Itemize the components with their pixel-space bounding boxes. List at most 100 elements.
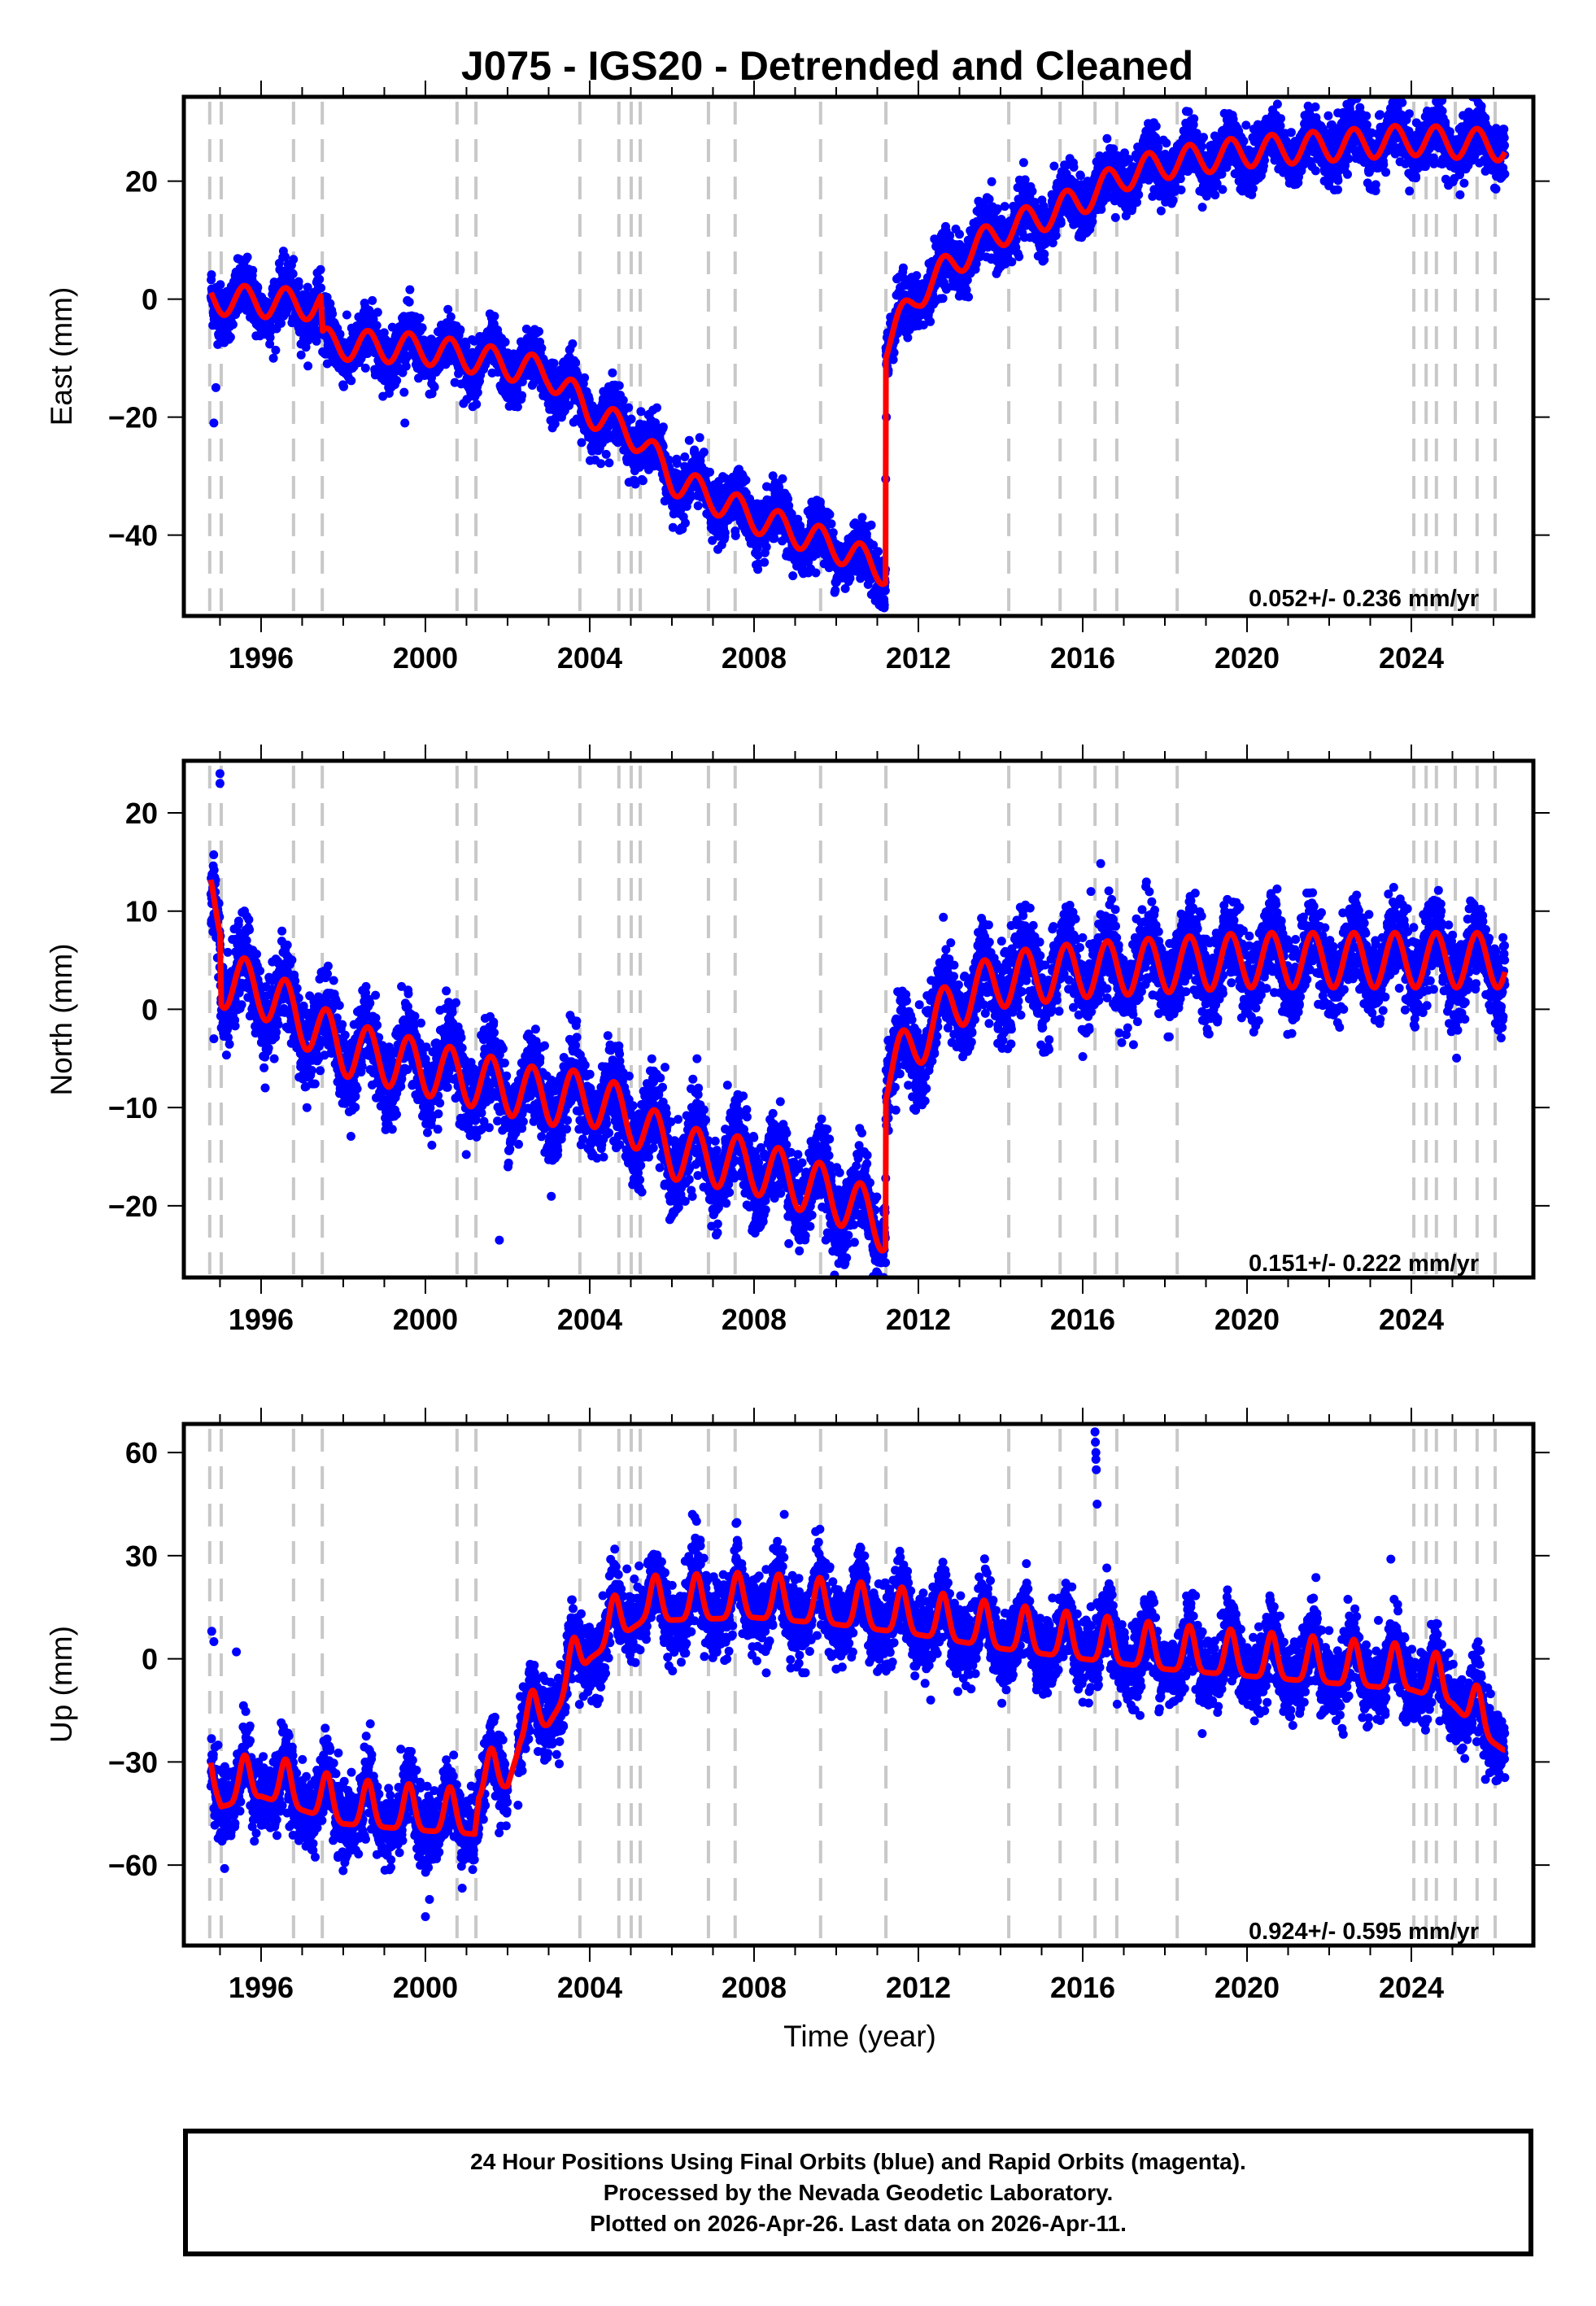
data-point <box>626 414 636 424</box>
data-point <box>289 255 299 264</box>
data-point <box>571 358 581 368</box>
data-point <box>500 337 510 347</box>
data-point <box>652 403 661 413</box>
data-point <box>760 557 770 567</box>
data-point <box>601 449 611 459</box>
data-point <box>705 467 714 477</box>
data-point <box>265 339 275 349</box>
data-point <box>242 252 252 262</box>
data-point <box>216 280 225 290</box>
data-point <box>430 382 439 392</box>
data-point <box>534 326 543 336</box>
data-point <box>614 381 624 391</box>
data-point <box>788 571 798 581</box>
data-point <box>741 475 751 485</box>
data-point <box>828 528 838 538</box>
data-point <box>811 568 821 578</box>
data-point <box>316 283 326 293</box>
data-point <box>861 529 871 539</box>
data-point <box>472 400 482 409</box>
data-point <box>404 297 414 307</box>
data-point <box>577 438 587 448</box>
data-point <box>253 283 263 292</box>
data-point <box>417 323 427 333</box>
data-point <box>342 310 351 320</box>
data-point <box>225 332 235 342</box>
data-point <box>720 528 730 538</box>
data-point <box>699 448 709 457</box>
data-point <box>638 476 648 486</box>
data-point <box>315 274 325 284</box>
data-point <box>693 501 703 511</box>
data-point <box>248 265 258 275</box>
data-point <box>874 547 883 557</box>
data-point <box>303 361 313 371</box>
data-point <box>537 343 547 353</box>
data-point <box>415 313 425 323</box>
data-point <box>596 459 606 469</box>
data-point <box>277 318 286 328</box>
data-point <box>912 271 922 281</box>
data-point <box>399 387 409 397</box>
data-point <box>898 263 908 273</box>
data-point <box>695 433 704 443</box>
data-point <box>294 282 303 291</box>
data-point <box>1110 212 1120 222</box>
data-point <box>456 325 465 334</box>
data-point <box>296 350 306 360</box>
data-point <box>473 387 482 397</box>
data-point <box>401 361 411 371</box>
data-point <box>880 586 890 596</box>
data-point <box>1056 218 1066 228</box>
data-point <box>1051 231 1061 240</box>
data-point <box>680 452 690 461</box>
data-point <box>347 376 356 386</box>
data-point <box>770 534 779 544</box>
data-point <box>684 435 694 445</box>
data-point <box>1069 163 1079 172</box>
chart-title: J075 - IGS20 - Detrended and Cleaned <box>461 43 1193 89</box>
data-point <box>368 295 377 305</box>
data-point <box>658 422 668 432</box>
data-point <box>987 177 996 186</box>
data-point <box>618 395 628 405</box>
data-point <box>866 520 876 530</box>
data-point <box>446 312 456 321</box>
data-point <box>207 270 216 280</box>
data-point <box>1018 158 1028 168</box>
data-point <box>1088 216 1097 226</box>
data-point <box>490 312 499 321</box>
data-point <box>512 402 522 412</box>
data-point <box>1097 204 1106 214</box>
data-point <box>312 336 321 346</box>
data-point <box>604 458 614 468</box>
data-point <box>580 373 590 382</box>
data-point <box>303 335 313 345</box>
data-point <box>761 542 771 552</box>
data-point <box>826 519 836 529</box>
data-point <box>301 343 311 352</box>
data-point <box>926 317 935 326</box>
data-point <box>373 308 382 317</box>
data-point <box>271 345 281 355</box>
data-point <box>1102 133 1112 143</box>
data-point <box>879 601 889 610</box>
data-point <box>831 586 840 595</box>
data-point <box>1040 249 1049 259</box>
data-point <box>938 294 948 304</box>
data-point <box>778 474 787 483</box>
data-point <box>1000 202 1009 212</box>
data-point <box>1014 252 1024 261</box>
data-point <box>517 391 527 400</box>
data-point <box>339 382 348 391</box>
data-point <box>405 285 415 295</box>
data-point <box>228 320 238 330</box>
data-point <box>681 518 690 528</box>
data-point <box>964 292 974 302</box>
data-point <box>303 282 312 292</box>
data-point <box>608 368 617 378</box>
data-point <box>624 403 634 413</box>
data-point <box>372 321 382 330</box>
data-point <box>825 509 835 519</box>
data-point <box>568 339 578 348</box>
